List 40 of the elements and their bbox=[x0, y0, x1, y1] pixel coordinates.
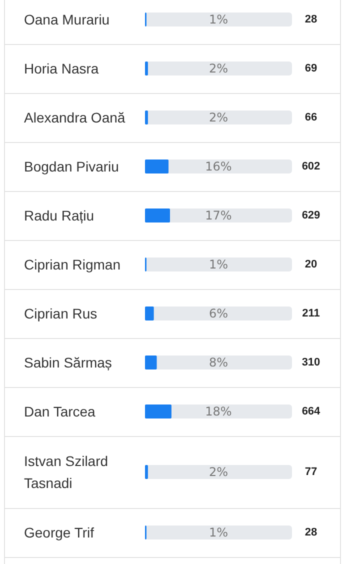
bar bbox=[145, 62, 148, 76]
text: 664 bbox=[302, 406, 322, 418]
data-label: 1% bbox=[208, 526, 228, 540]
text: 310 bbox=[302, 356, 320, 368]
y-tick-label: George Trif bbox=[24, 524, 94, 540]
y-tick-label: Ciprian Rigman bbox=[24, 256, 120, 272]
y-tick-label: Sabin Sărmaș bbox=[24, 354, 112, 370]
bar bbox=[145, 208, 170, 222]
bar bbox=[145, 110, 148, 124]
data-label: 2% bbox=[208, 465, 228, 479]
text: 629 bbox=[302, 210, 320, 222]
text: 602 bbox=[302, 160, 320, 172]
y-tick-label: Bogdan Pivariu bbox=[24, 158, 119, 174]
text: 28 bbox=[304, 526, 318, 538]
y-tick-label: Radu Rațiu bbox=[24, 208, 94, 224]
data-label: 18% bbox=[205, 404, 232, 418]
text: 69 bbox=[304, 62, 318, 74]
y-tick-label: Horia Nasra bbox=[24, 60, 99, 76]
bar bbox=[145, 306, 154, 320]
bar bbox=[145, 404, 172, 418]
data-label: 1% bbox=[208, 12, 228, 26]
text: 211 bbox=[302, 308, 320, 320]
data-label: 16% bbox=[205, 160, 232, 174]
data-label: 2% bbox=[208, 62, 228, 76]
y-tick-label: Istvan Szilard Tasnadi bbox=[24, 453, 108, 491]
text: 20 bbox=[304, 258, 318, 270]
data-label: 1% bbox=[208, 258, 228, 272]
data-label: 2% bbox=[208, 110, 228, 124]
y-tick-label: Oana Murariu bbox=[24, 12, 110, 28]
y-tick-label: Ciprian Rus bbox=[24, 306, 98, 322]
text: 28 bbox=[304, 14, 318, 26]
data-label: 17% bbox=[205, 208, 232, 222]
bar bbox=[145, 356, 157, 370]
text: 66 bbox=[304, 112, 318, 124]
text: 77 bbox=[304, 466, 318, 478]
y-tick-label: Dan Tarcea bbox=[24, 404, 96, 420]
data-label: 8% bbox=[208, 356, 228, 370]
bar bbox=[145, 160, 169, 174]
y-tick-label: Alexandra Oană bbox=[24, 110, 126, 126]
data-label: 6% bbox=[208, 306, 228, 320]
